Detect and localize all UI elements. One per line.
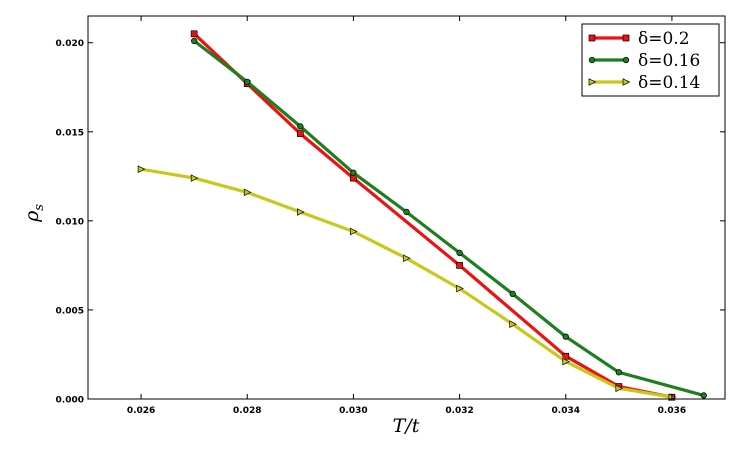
x-tick-label: 0.032 [445,406,473,416]
series-layer [137,30,707,401]
series-1 [191,37,707,399]
data-point [562,352,570,360]
data-point [190,30,198,38]
data-point [243,188,252,197]
data-point [244,78,251,86]
plot-frame [87,15,726,400]
data-point [296,208,305,216]
data-point [190,174,199,182]
data-point [456,249,463,257]
data-point [456,284,464,293]
series-line-1 [193,39,705,397]
data-point [350,227,358,236]
legend-item: δ=0.16 [588,51,700,71]
data-point [350,169,357,176]
data-point [562,357,571,366]
data-point [615,384,624,393]
x-tick-label: 0.036 [658,406,686,416]
y-tick-label: 0.015 [56,128,84,138]
data-point [191,37,198,45]
series-line-0 [193,32,673,399]
y-tick-label: 0.020 [56,39,84,49]
data-point [296,130,304,137]
x-tick-label: 0.030 [339,406,367,416]
data-point [137,165,146,173]
legend-item: δ=0.2 [588,29,690,49]
data-point [297,123,304,130]
data-point [509,320,517,328]
data-point [562,333,569,340]
data-point [700,392,707,399]
legend-marker-end [622,78,631,86]
data-point [456,262,463,269]
legend-marker-start [588,34,596,42]
legend-marker-start [588,78,597,86]
legend-item: δ=0.14 [588,73,700,93]
data-point [615,369,622,376]
x-tick-label: 0.028 [233,406,261,416]
y-tick-label: 0.010 [56,217,84,227]
legend: δ=0.2δ=0.16δ=0.14 [581,23,720,97]
x-tick-label: 0.026 [127,406,155,416]
legend-marker-end [622,34,630,42]
legend-label: δ=0.2 [638,29,690,49]
data-point [403,254,411,263]
y-axis: 0.000 0.005 0.010 0.015 0.020 [56,39,725,406]
series-0 [190,30,676,401]
legend-marker-end [622,56,630,64]
legend-label: δ=0.14 [638,73,700,93]
legend-marker-start [588,56,596,64]
x-tick-label: 0.034 [552,406,580,416]
data-point [403,208,410,216]
y-tick-label: 0.000 [56,396,84,406]
legend-label: δ=0.16 [638,51,700,71]
x-axis: 0.026 0.028 0.030 0.032 0.034 0.036 [127,16,686,416]
y-tick-label: 0.005 [56,306,84,316]
data-point [509,290,516,298]
x-axis-label: T/t [393,415,420,437]
